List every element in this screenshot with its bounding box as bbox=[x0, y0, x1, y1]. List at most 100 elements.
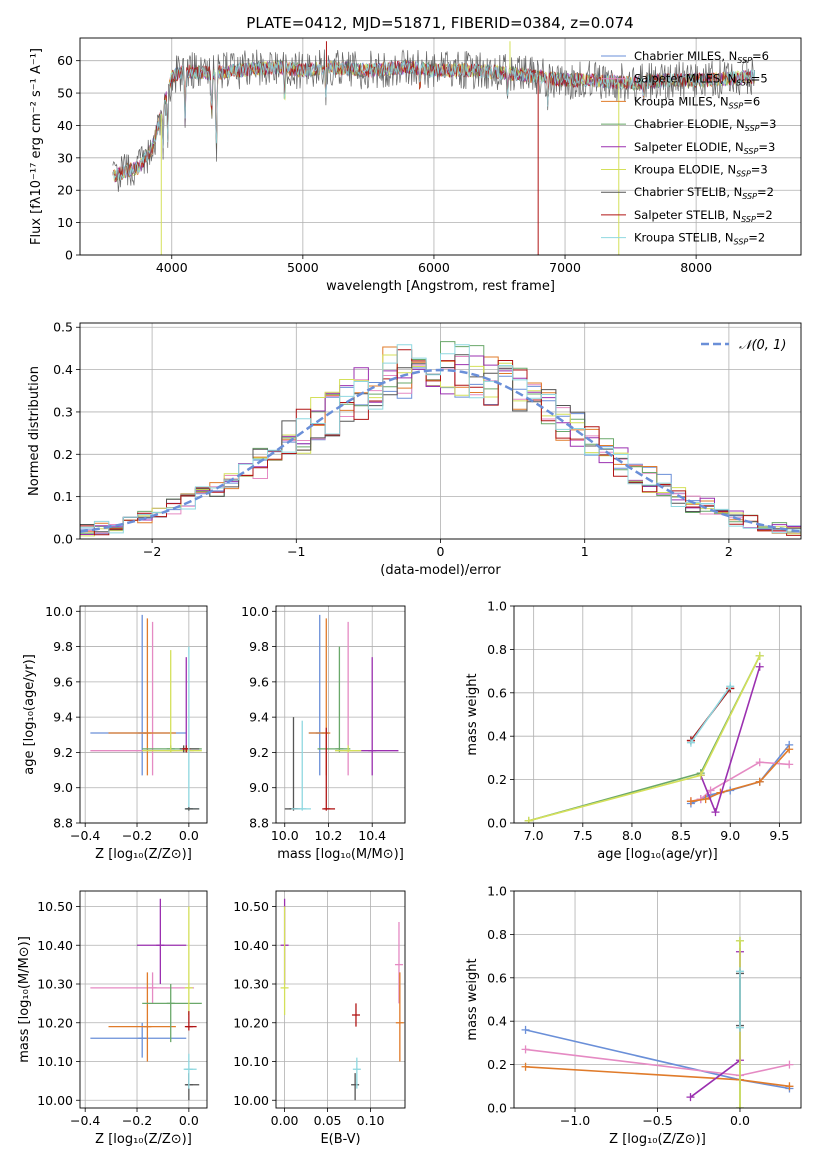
x-tick-label: −0.4 bbox=[70, 1113, 100, 1128]
legend-label: 𝒩(0, 1) bbox=[739, 338, 786, 353]
legend-label: Chabrier ELODIE, NSSP=3 bbox=[634, 117, 776, 133]
y-tick-label: 0.0 bbox=[487, 816, 507, 831]
x-tick-label: −2 bbox=[143, 544, 161, 559]
y-axis-label: mass weight bbox=[465, 673, 480, 755]
plot-area bbox=[90, 614, 202, 811]
y-tick-label: 8.8 bbox=[53, 816, 73, 831]
x-tick-label: −0.4 bbox=[70, 828, 100, 843]
y-tick-label: 0.6 bbox=[487, 970, 507, 985]
panel-mass_weight_vs_Z: −1.0 −0.5 0.0 0.0 0.2 0.4 0.6 0.8 1.0 Z [log₁₀(Z/… bbox=[465, 884, 802, 1147]
legend-label: Kroupa MILES, NSSP=6 bbox=[634, 94, 760, 110]
x-tick-label: 0.10 bbox=[357, 1113, 385, 1128]
panel-residual_histogram: −2 −1 0 1 2 0.0 0.1 0.2 0.3 0.4 0.5 (data-model)/er… bbox=[27, 320, 802, 578]
y-tick-label: 0.2 bbox=[53, 447, 73, 462]
y-tick-label: 10.50 bbox=[37, 899, 73, 914]
mass-weight-marker bbox=[706, 786, 715, 795]
mass-weight-marker bbox=[711, 808, 720, 817]
y-tick-label: 10 bbox=[57, 215, 73, 230]
panel-mass_vs_ebv: 0.00 0.05 0.10 10.00 10.10 10.20 10.30 10.40 10.… bbox=[233, 890, 406, 1147]
axes-frame bbox=[275, 890, 406, 1109]
y-tick-label: 9.4 bbox=[53, 710, 73, 725]
x-tick-label: 9.0 bbox=[720, 828, 740, 843]
x-axis-label: E(B-V) bbox=[320, 1132, 360, 1147]
y-tick-label: 0.4 bbox=[487, 1014, 507, 1029]
y-tick-label: 0 bbox=[65, 248, 73, 263]
panel-age_vs_mass: 10.0 10.2 10.4 8.8 9.0 9.2 9.4 9.6 9.8 10.0 mass [… bbox=[241, 604, 406, 862]
x-axis-label: mass [log₁₀(M/M⊙)] bbox=[277, 847, 404, 862]
y-tick-label: 30 bbox=[57, 150, 73, 165]
x-tick-label: 0.0 bbox=[179, 828, 199, 843]
histogram-step bbox=[80, 354, 801, 537]
mass-weight-marker bbox=[735, 1023, 744, 1032]
x-tick-label: −1.0 bbox=[560, 1113, 590, 1128]
mass-weight-marker bbox=[735, 936, 744, 945]
plot-area bbox=[521, 936, 794, 1108]
y-tick-label: 10.20 bbox=[37, 1015, 73, 1030]
axes-frame bbox=[513, 605, 802, 824]
mass-weight-marker bbox=[521, 1045, 530, 1054]
panel-mass_weight_vs_age: 7.0 7.5 8.0 8.5 9.0 9.5 0.0 0.2 0.4 0.6 0.8 1.0 age … bbox=[465, 599, 802, 862]
y-tick-label: 0.2 bbox=[487, 772, 507, 787]
plot-area bbox=[80, 341, 801, 537]
y-tick-label: 9.4 bbox=[249, 710, 269, 725]
mass-weight-marker bbox=[701, 795, 710, 804]
plot-area bbox=[90, 898, 202, 1101]
x-axis-label: Z [log₁₀(Z/Z⊙)] bbox=[609, 1132, 706, 1147]
y-tick-label: 0.4 bbox=[487, 729, 507, 744]
y-tick-label: 0.4 bbox=[53, 362, 73, 377]
y-tick-label: 9.8 bbox=[53, 639, 73, 654]
y-tick-label: 0.0 bbox=[53, 532, 73, 547]
panel-age_vs_Z: −0.4 −0.2 0.0 8.8 9.0 9.2 9.4 9.6 9.8 10.0 Z [log₁… bbox=[22, 604, 208, 862]
y-tick-label: 0.0 bbox=[487, 1101, 507, 1116]
x-tick-label: 0.0 bbox=[179, 1113, 199, 1128]
panel-spectrum: 4000 5000 6000 7000 8000 0 10 20 30 40 50 60 wavelen… bbox=[29, 37, 802, 294]
panel-mass_vs_Z: −0.4 −0.2 0.0 10.00 10.10 10.20 10.30 10.40 10.5… bbox=[17, 890, 208, 1147]
y-axis-label: mass [log₁₀(M/M⊙)] bbox=[17, 936, 32, 1063]
mass-weight-marker bbox=[785, 745, 794, 754]
y-tick-label: 9.2 bbox=[249, 745, 269, 760]
mass-weight-marker bbox=[785, 760, 794, 769]
y-tick-label: 10.0 bbox=[45, 604, 73, 619]
x-tick-label: 1 bbox=[581, 544, 589, 559]
mass-weight-line bbox=[528, 655, 761, 822]
x-tick-label: 0.00 bbox=[271, 1113, 299, 1128]
x-tick-label: 2 bbox=[725, 544, 733, 559]
y-tick-label: 50 bbox=[57, 86, 73, 101]
x-tick-label: −1 bbox=[287, 544, 305, 559]
mass-weight-marker bbox=[696, 771, 705, 780]
legend-label: Salpeter STELIB, NSSP=2 bbox=[634, 208, 773, 224]
y-tick-label: 9.8 bbox=[249, 639, 269, 654]
y-tick-label: 0.5 bbox=[53, 320, 73, 335]
x-tick-label: 5000 bbox=[287, 260, 319, 275]
y-tick-label: 10.50 bbox=[233, 899, 269, 914]
y-tick-label: 10.0 bbox=[241, 604, 269, 619]
y-tick-label: 0.8 bbox=[487, 642, 507, 657]
x-tick-label: −0.2 bbox=[122, 1113, 152, 1128]
plot-area bbox=[112, 41, 755, 255]
mass-weight-marker bbox=[785, 1082, 794, 1091]
axes-frame bbox=[79, 37, 802, 256]
plot-area bbox=[284, 614, 399, 811]
legend-label: Kroupa STELIB, NSSP=2 bbox=[634, 231, 765, 247]
mass-weight-marker bbox=[521, 1025, 530, 1034]
x-tick-label: 10.2 bbox=[315, 828, 343, 843]
histogram-step bbox=[80, 344, 801, 534]
x-tick-label: 7.5 bbox=[573, 828, 593, 843]
x-tick-label: 10.4 bbox=[358, 828, 386, 843]
x-tick-label: 0.05 bbox=[314, 1113, 342, 1128]
y-tick-label: 10.10 bbox=[233, 1054, 269, 1069]
axes-frame bbox=[513, 890, 802, 1109]
mass-weight-marker bbox=[785, 1060, 794, 1069]
mass-weight-marker bbox=[686, 738, 695, 747]
mass-weight-marker bbox=[755, 777, 764, 786]
y-tick-label: 10.00 bbox=[37, 1093, 73, 1108]
y-tick-label: 9.0 bbox=[249, 780, 269, 795]
y-tick-label: 1.0 bbox=[487, 599, 507, 614]
y-tick-label: 0.3 bbox=[53, 404, 73, 419]
y-tick-label: 10.20 bbox=[233, 1015, 269, 1030]
histogram-step bbox=[80, 355, 801, 535]
plot-area bbox=[280, 898, 404, 1101]
legend-label: Salpeter ELODIE, NSSP=3 bbox=[634, 140, 775, 156]
y-tick-label: 10.00 bbox=[233, 1093, 269, 1108]
